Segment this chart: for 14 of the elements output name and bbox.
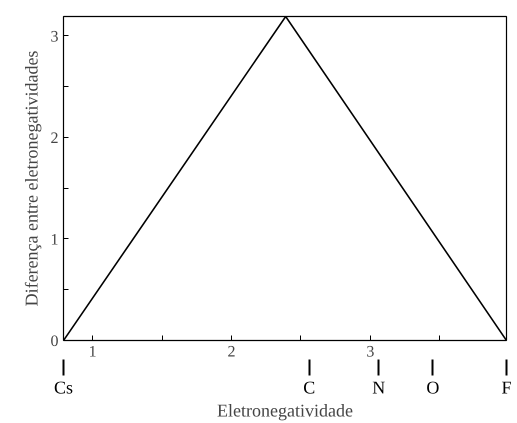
y-tick-label: 2 xyxy=(50,130,58,147)
x-tick-label: 3 xyxy=(366,344,374,360)
x-axis-title: Eletronegatividade xyxy=(217,400,353,420)
ref-line-label: O xyxy=(426,378,440,398)
y-tick-label: 1 xyxy=(50,231,58,248)
ref-line-label: Cs xyxy=(54,378,74,398)
y-tick-label: 0 xyxy=(50,333,58,350)
y-axis-title: Diferença entre eletronegatividades xyxy=(22,50,42,306)
y-tick-label: 3 xyxy=(50,28,58,46)
ref-line-label: C xyxy=(303,378,316,398)
ref-line-label: N xyxy=(372,378,386,398)
x-tick-label: 1 xyxy=(88,344,97,360)
ref-line-label: F xyxy=(501,378,512,398)
x-tick-label: 2 xyxy=(228,344,236,360)
